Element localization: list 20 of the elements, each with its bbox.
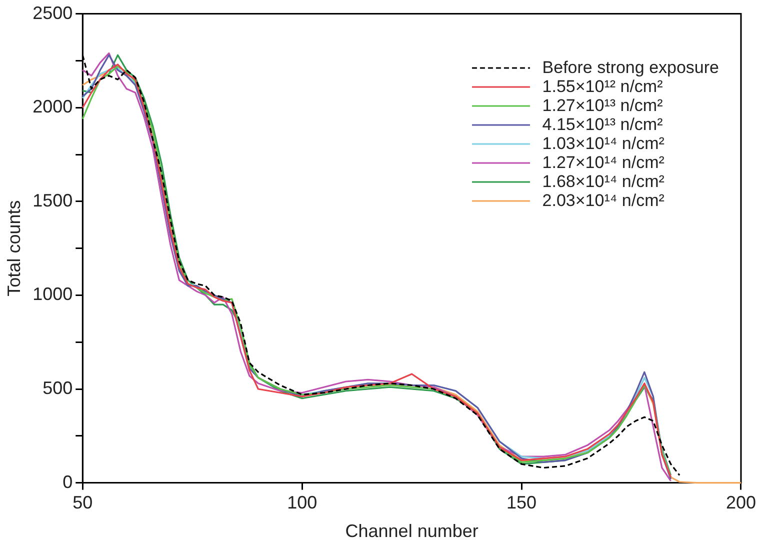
legend-label: 1.27×10¹⁴ n/cm² [542, 153, 664, 172]
y-axis-title: Total counts [4, 200, 24, 296]
legend-label: 4.15×10¹³ n/cm² [542, 115, 663, 134]
y-tick-label: 1500 [32, 190, 73, 210]
y-tick-label: 2000 [32, 96, 73, 117]
x-tick-label: 100 [287, 492, 318, 513]
x-tick-label: 150 [506, 492, 537, 513]
y-tick-label: 2500 [32, 2, 73, 23]
y-tick-label: 0 [62, 472, 73, 492]
y-tick-label: 1000 [32, 284, 73, 304]
y-tick-label: 500 [42, 378, 73, 398]
legend-label: 1.68×10¹⁴ n/cm² [542, 172, 664, 191]
legend-label: Before strong exposure [542, 58, 719, 77]
x-tick-label: 200 [726, 492, 756, 513]
legend-label: 1.27×10¹³ n/cm² [542, 96, 663, 115]
legend-label: 1.55×10¹² n/cm² [542, 77, 663, 96]
x-tick-label: 50 [72, 492, 93, 513]
legend-label: 2.03×10¹⁴ n/cm² [542, 191, 664, 210]
legend-label: 1.03×10¹⁴ n/cm² [542, 134, 664, 153]
x-axis-title: Channel number [345, 521, 478, 542]
